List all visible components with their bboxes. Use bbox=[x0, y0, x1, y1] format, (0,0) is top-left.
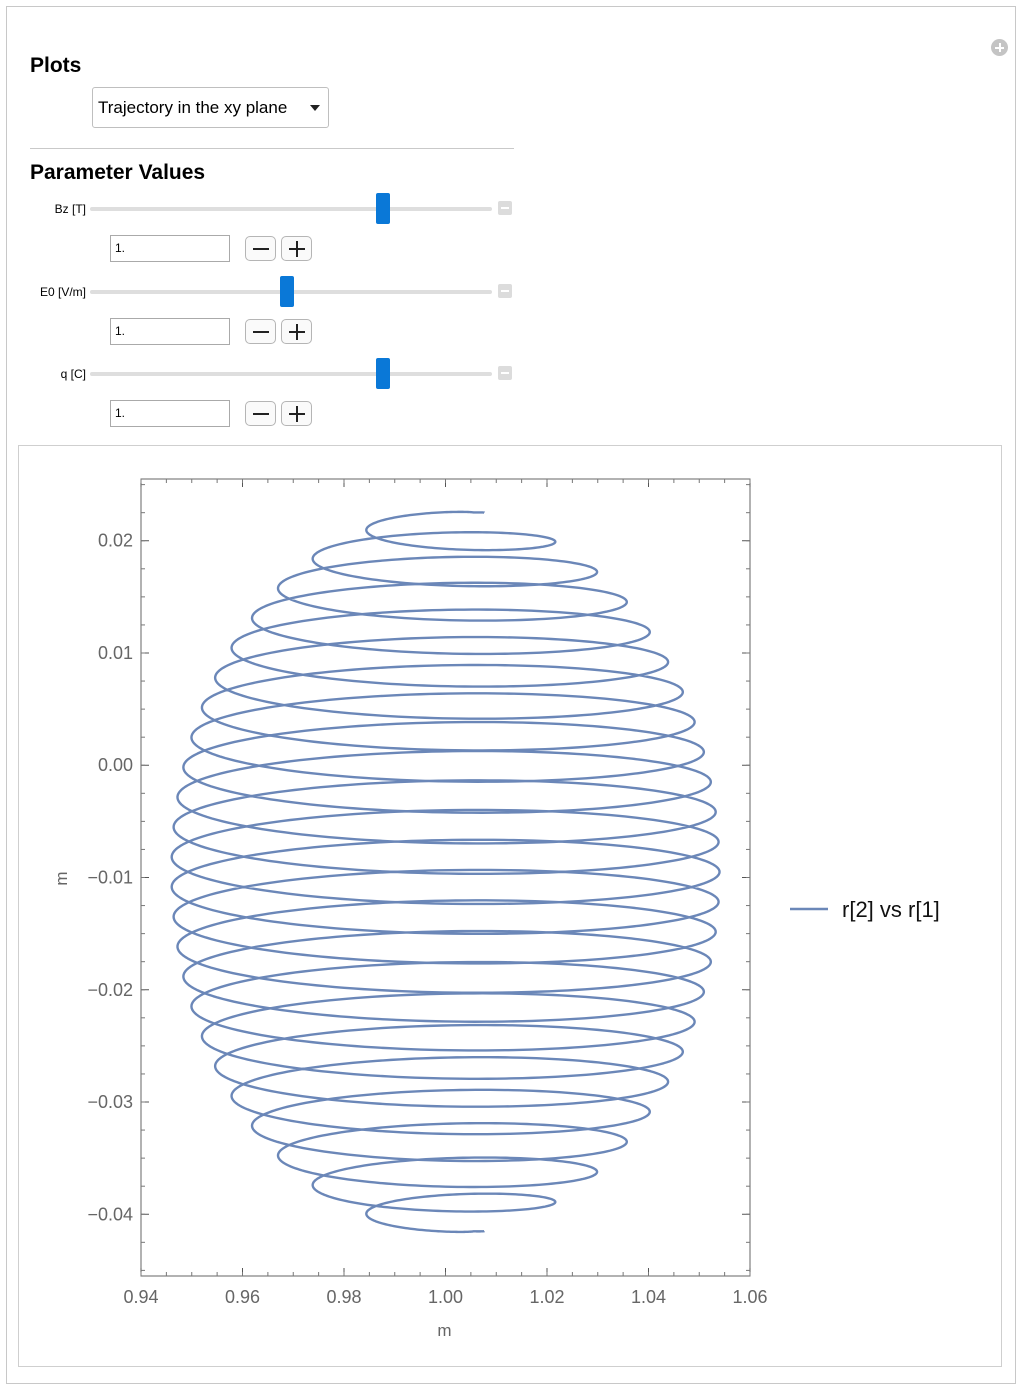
section-divider bbox=[30, 148, 514, 149]
q-increment-button[interactable] bbox=[281, 401, 312, 426]
q-value-field[interactable]: 1. bbox=[110, 400, 230, 427]
x-tick-label: 1.04 bbox=[631, 1287, 666, 1307]
x-tick-label: 0.96 bbox=[225, 1287, 260, 1307]
plot-type-dropdown[interactable]: Trajectory in the xy plane bbox=[92, 87, 329, 128]
bz-decrement-button[interactable] bbox=[245, 236, 276, 261]
x-tick-label: 0.94 bbox=[123, 1287, 158, 1307]
bz-increment-button[interactable] bbox=[281, 236, 312, 261]
x-tick-label: 1.02 bbox=[529, 1287, 564, 1307]
x-tick-label: 1.00 bbox=[428, 1287, 463, 1307]
y-axis-label: m bbox=[52, 871, 71, 885]
y-tick-label: −0.04 bbox=[87, 1204, 133, 1224]
q-decrement-button[interactable] bbox=[245, 401, 276, 426]
e0-slider-label: E0 [V/m] bbox=[39, 285, 86, 299]
chevron-down-icon bbox=[310, 105, 320, 111]
bz-collapse-button[interactable] bbox=[498, 201, 512, 215]
e0-increment-button[interactable] bbox=[281, 319, 312, 344]
y-tick-label: −0.01 bbox=[87, 868, 133, 888]
e0-slider-thumb[interactable] bbox=[279, 276, 294, 307]
bz-value-field[interactable]: 1. bbox=[110, 235, 230, 262]
y-tick-label: −0.02 bbox=[87, 980, 133, 1000]
e0-decrement-button[interactable] bbox=[245, 319, 276, 344]
q-slider-label: q [C] bbox=[60, 367, 86, 381]
trajectory-series-line bbox=[170, 510, 721, 1234]
bz-slider-track[interactable] bbox=[90, 207, 492, 211]
bz-slider-label: Bz [T] bbox=[54, 202, 86, 216]
dropdown-selected-value: Trajectory in the xy plane bbox=[98, 98, 288, 117]
e0-value-field[interactable]: 1. bbox=[110, 318, 230, 345]
q-collapse-button[interactable] bbox=[498, 366, 512, 380]
e0-collapse-button[interactable] bbox=[498, 284, 512, 298]
add-icon[interactable] bbox=[991, 39, 1008, 56]
plot-frame-box bbox=[140, 478, 751, 1277]
q-slider-track[interactable] bbox=[90, 372, 492, 376]
plots-section-title: Plots bbox=[30, 54, 82, 77]
bz-slider-thumb[interactable] bbox=[376, 193, 391, 224]
legend-label: r[2] vs r[1] bbox=[842, 897, 940, 922]
parameter-values-title: Parameter Values bbox=[30, 161, 206, 184]
y-tick-label: 0.02 bbox=[98, 531, 133, 551]
x-tick-label: 1.06 bbox=[732, 1287, 767, 1307]
q-slider-thumb[interactable] bbox=[376, 358, 391, 389]
x-tick-label: 0.98 bbox=[326, 1287, 361, 1307]
y-tick-label: 0.01 bbox=[98, 643, 133, 663]
x-axis-label: m bbox=[437, 1321, 451, 1340]
y-tick-label: −0.03 bbox=[87, 1092, 133, 1112]
y-tick-label: 0.00 bbox=[98, 755, 133, 775]
